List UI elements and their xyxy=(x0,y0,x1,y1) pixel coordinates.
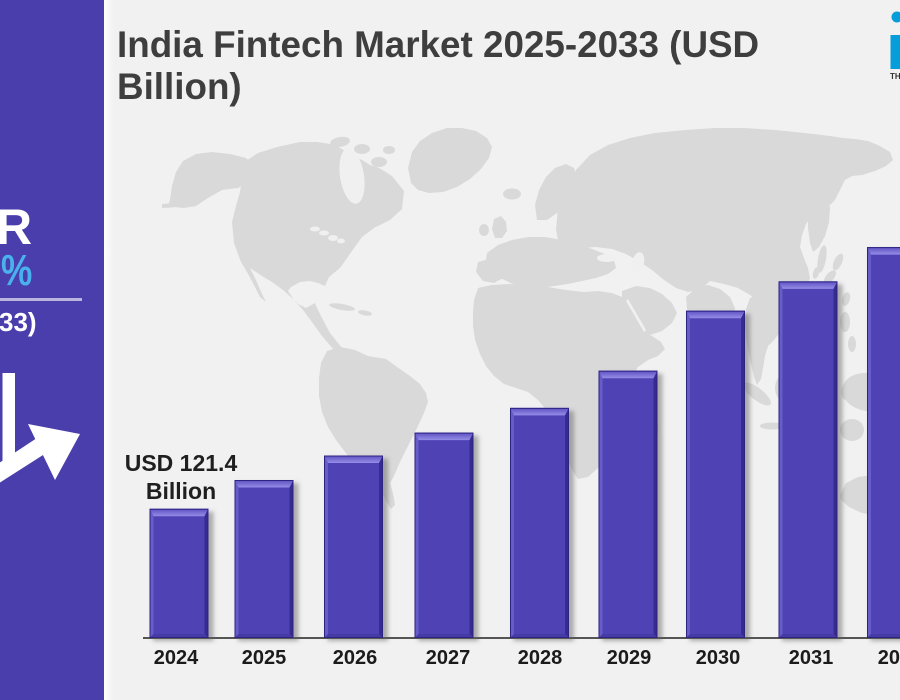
svg-text:TH: TH xyxy=(890,72,900,81)
